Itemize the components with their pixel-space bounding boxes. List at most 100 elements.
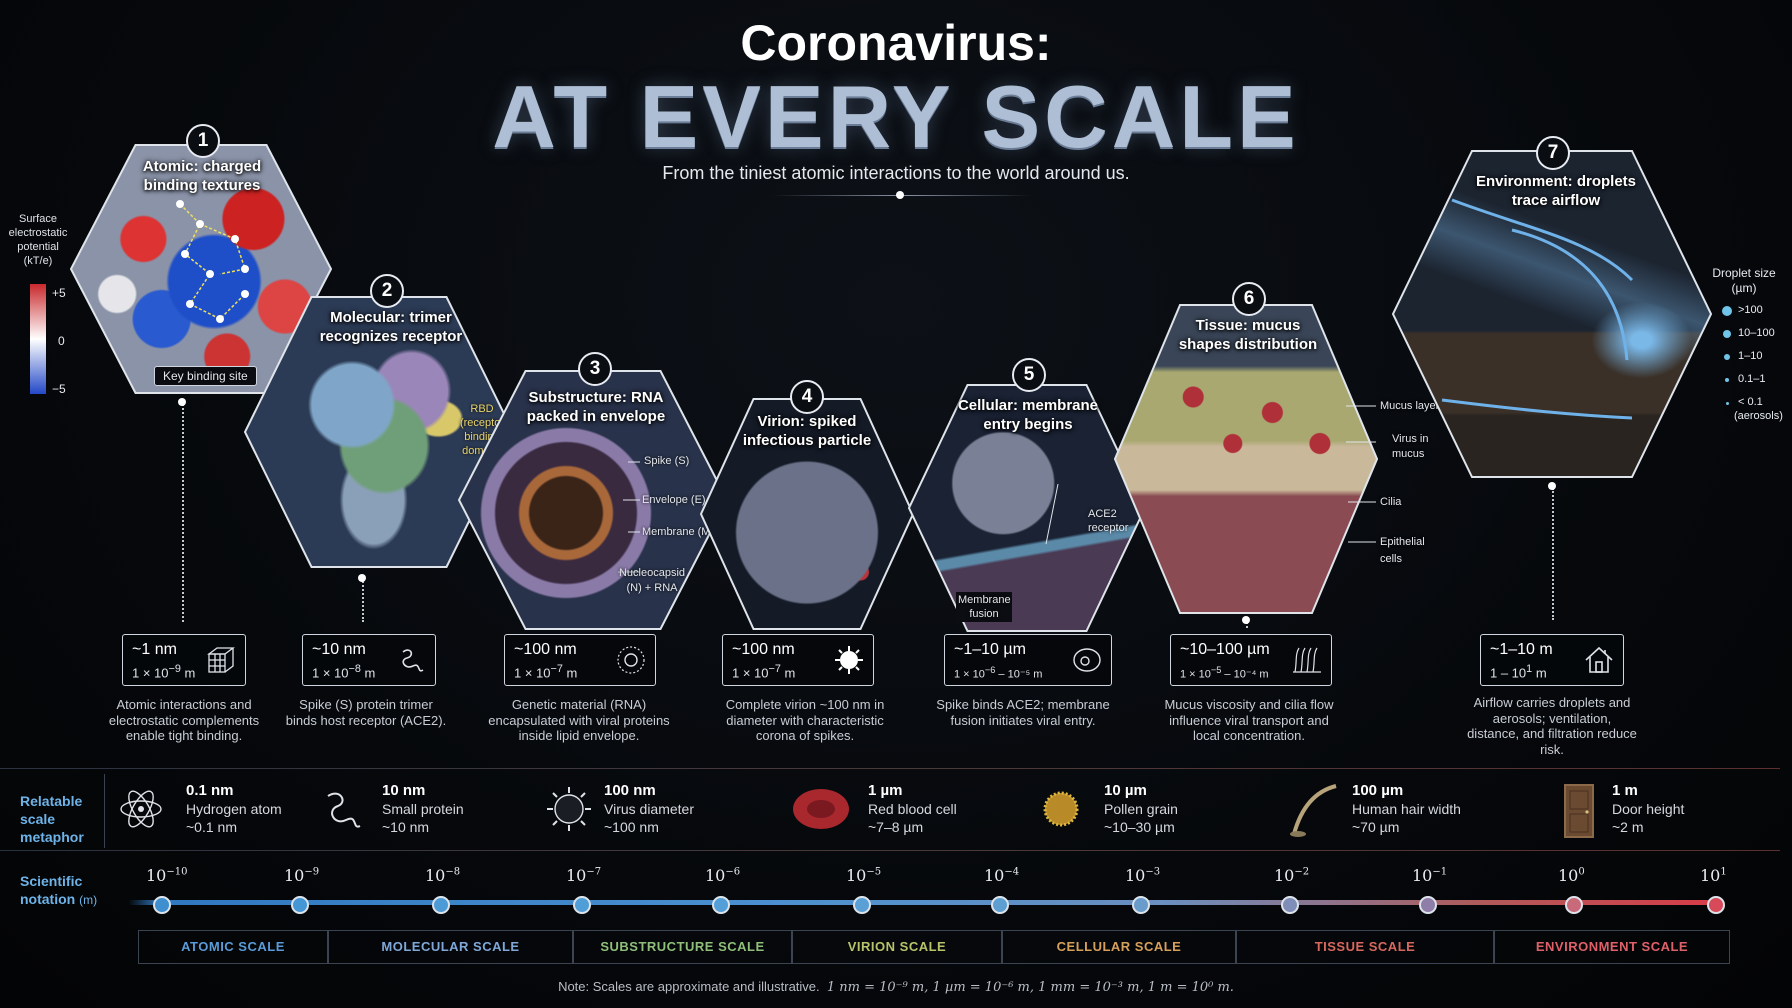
small-protein-icon [327, 792, 361, 828]
axis-tick-dot [291, 896, 309, 914]
panel-1-connector [182, 400, 184, 622]
axis-tick-dot [712, 896, 730, 914]
cell-icon [1073, 648, 1101, 672]
axis-tick-label: 10−9 [284, 866, 320, 885]
panel-2-description: Spike (S) protein trimer binds host rece… [285, 697, 447, 728]
panel-7-connector [1552, 488, 1554, 620]
axis-tick-dot [991, 896, 1009, 914]
potential-min: −5 [52, 382, 66, 396]
airflow-arrows [1441, 198, 1634, 420]
panel-6-title: Tissue: mucus shapes distribution [1178, 317, 1318, 353]
axis-tick-label: 10−4 [984, 866, 1020, 885]
axis-tick-dot [432, 896, 450, 914]
axis-tick-dot [853, 896, 871, 914]
panel-1-title: Atomic: charged binding textures [142, 158, 262, 194]
panel-4-sci: 1 × 10−7 m [732, 663, 796, 681]
panel-2-frame [244, 296, 514, 568]
potential-max: +5 [52, 286, 66, 300]
panel-1-size: ~1 nm [132, 641, 177, 658]
scale-band: TISSUE SCALE [1236, 930, 1494, 964]
panel-2-title: Molecular: trimer recognizes receptor [319, 309, 463, 345]
axis-tick-dot [153, 896, 171, 914]
axis-tick-label: 10−6 [705, 866, 741, 885]
subtitle-divider-dot [896, 191, 904, 199]
panel-7-connector-dot [1548, 482, 1556, 490]
panel-2-size: ~10 nm [312, 641, 366, 658]
potential-colorbar [30, 284, 46, 394]
panel-5-scale-box: ~1–10 µm 1 × 10−6 – 10⁻⁵ m [944, 634, 1112, 686]
rna-coil-icon [617, 646, 645, 674]
panel-6-connector-dot [1242, 616, 1250, 624]
panel-7-description: Airflow carries droplets and aerosols; v… [1467, 695, 1637, 757]
axis-tick-dot [1707, 896, 1725, 914]
virus-diameter-icon [547, 787, 591, 831]
axis-tick-dot [1132, 896, 1150, 914]
atom-icon [120, 790, 162, 828]
panel-3-callout-spike: Spike (S) [644, 455, 690, 467]
axis-tick-dot [1419, 896, 1437, 914]
panel-3-size: ~100 nm [514, 641, 577, 658]
subtitle: From the tiniest atomic interactions to … [662, 163, 1130, 183]
row-divider-top [0, 768, 1780, 769]
axis-tick-label: 10−1 [1412, 866, 1448, 885]
panel-5-callout-fusion: Membrane fusion [956, 592, 1012, 622]
scale-band: MOLECULAR SCALE [328, 930, 573, 964]
scale-band: SUBSTRUCTURE SCALE [573, 930, 792, 964]
panel-3-number: 3 [578, 352, 612, 386]
scale-band: CELLULAR SCALE [1002, 930, 1236, 964]
panel-3-description: Genetic material (RNA) encapsulated with… [488, 697, 670, 743]
axis-tick-label: 100 [1558, 866, 1585, 885]
panel-2-sci: 1 × 10−8 m [312, 663, 376, 681]
axis-tick-label: 10−8 [425, 866, 461, 885]
house-icon [1585, 646, 1613, 673]
panel-2-number: 2 [370, 274, 404, 308]
axis-tick-label: 101 [1700, 866, 1727, 885]
droplet-legend-item: 0.1–1 [1720, 373, 1792, 396]
scale-band: ENVIRONMENT SCALE [1494, 930, 1730, 964]
axis-tick-label: 10−3 [1125, 866, 1161, 885]
footnote: Note: Scales are approximate and illustr… [558, 979, 1234, 995]
panel-5-callout-ace2: ACE2 receptor [1088, 508, 1129, 534]
axis-line [128, 900, 1720, 905]
panel-3-title: Substructure: RNA packed in envelope [526, 389, 666, 425]
panel-6-size: ~10–100 µm [1180, 641, 1270, 658]
cilia-icon [1293, 647, 1321, 673]
panel-3-callout-nucleocapsid: Nucleocapsid (N) + RNA [618, 567, 686, 594]
panel-7-size: ~1–10 m [1490, 641, 1553, 658]
droplet-legend-note: (aerosols) [1734, 410, 1783, 422]
axis-tick-label: 10−2 [1274, 866, 1310, 885]
panel-3-sci: 1 × 10−7 m [514, 663, 578, 681]
panel-5-description: Spike binds ACE2; membrane fusion initia… [936, 697, 1110, 728]
panel-7-title: Environment: droplets trace airflow [1475, 173, 1636, 209]
hair-icon [1290, 784, 1337, 837]
panel-6-sci: 1 × 10−5 – 10⁻⁴ m [1180, 665, 1269, 681]
row-divider-bottom [0, 850, 1780, 851]
axis-tick-label: 10−10 [146, 866, 188, 885]
panel-4-number: 4 [790, 380, 824, 414]
panel-6-callout-virus-in-mucus: Virus in mucus [1392, 433, 1429, 460]
title-line-2: AT EVERY SCALE [492, 67, 1300, 166]
panel-1-scale-box: ~1 nm 1 × 10−9 m [122, 634, 246, 686]
lattice-icon [207, 647, 235, 673]
red-blood-cell-icon [793, 789, 849, 829]
axis-tick-dot [1565, 896, 1583, 914]
potential-mid: 0 [58, 334, 65, 348]
panel-4-title: Virion: spiked infectious particle [742, 413, 872, 449]
panel-3-callout-membrane: Membrane (M) [642, 526, 715, 538]
droplet-legend-item: 1–10 [1720, 350, 1792, 373]
panel-1-callout-key-site: Key binding site [154, 366, 257, 386]
panel-5-size: ~1–10 µm [954, 641, 1026, 658]
axis-tick-label: 10−7 [566, 866, 602, 885]
panel-3-scale-box: ~100 nm 1 × 10−7 m [504, 634, 656, 686]
panel-5-sci: 1 × 10−6 – 10⁻⁵ m [954, 665, 1043, 681]
scale-band: ATOMIC SCALE [138, 930, 328, 964]
panel-7-sci: 1 – 101 m [1490, 663, 1547, 681]
axis-row-label: Scientific notation (m) [20, 873, 98, 907]
panel-1-description: Atomic interactions and electrostatic co… [108, 697, 260, 743]
axis-tick-dot [573, 896, 591, 914]
door-icon [1564, 784, 1594, 838]
droplet-legend-item: < 0.1 [1720, 396, 1792, 410]
panel-5-number: 5 [1012, 358, 1046, 392]
panel-4-description: Complete virion ~100 nm in diameter with… [725, 697, 885, 743]
metaphor-row-label: Relatable scale metaphor [20, 793, 84, 845]
